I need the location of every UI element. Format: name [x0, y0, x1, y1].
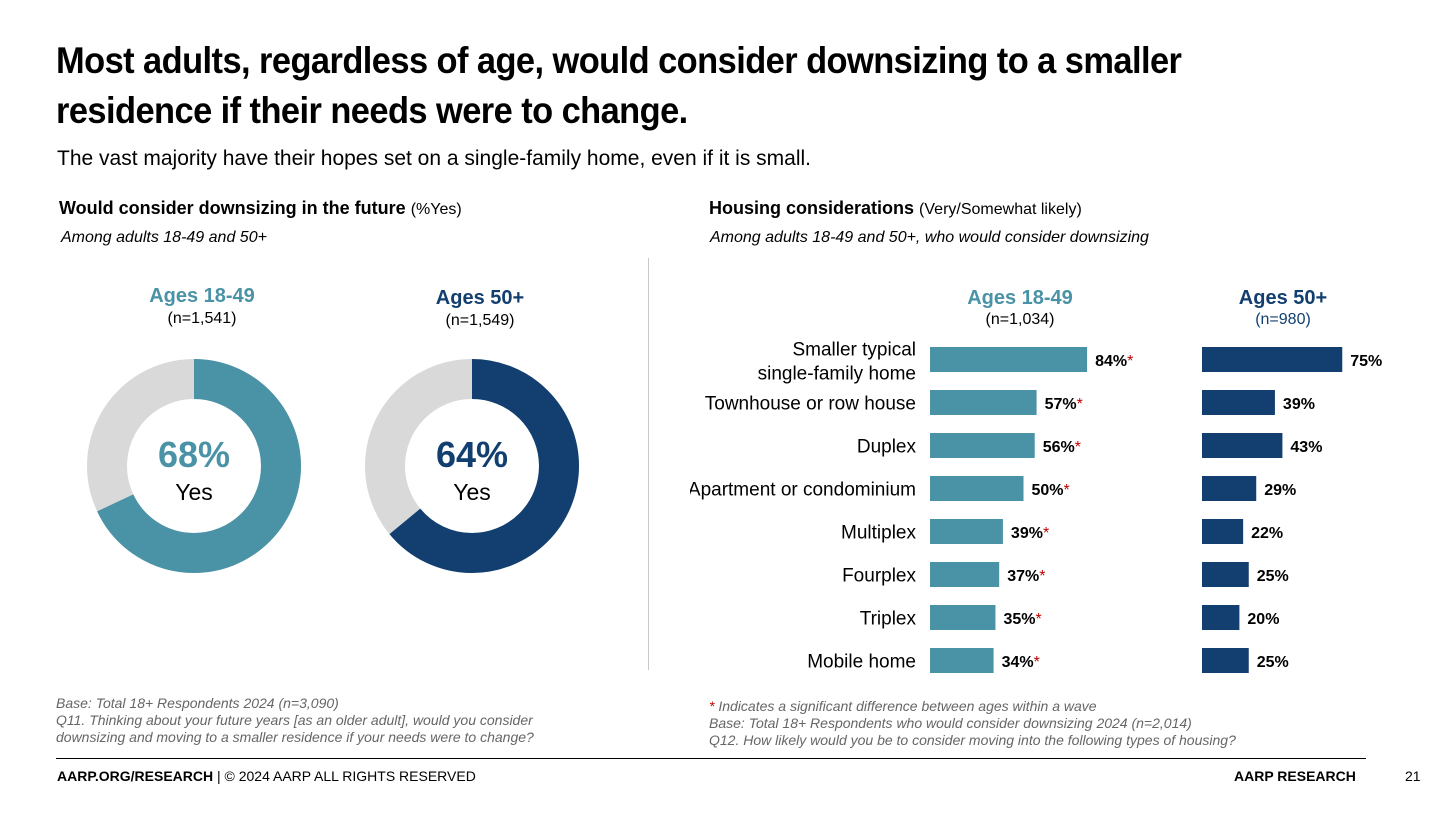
donut-1-center-value: 68%	[158, 434, 230, 475]
significance-star-icon: *	[1034, 654, 1040, 671]
donut-2-center-label: Yes	[453, 479, 491, 505]
bar-series-2-n: (n=980)	[1255, 311, 1311, 328]
footer-left: AARP.ORG/RESEARCH | © 2024 AARP ALL RIGH…	[57, 768, 476, 784]
category-label: Triplex	[860, 609, 917, 630]
notes-right-sig: Indicates a significant difference betwe…	[718, 698, 1097, 714]
donut-1-label: Ages 18-49	[149, 285, 255, 307]
bar-value-label: 20%	[1247, 611, 1279, 628]
bar-value-label: 34%*	[1002, 654, 1040, 671]
donut-1-center-label: Yes	[175, 479, 213, 505]
bar-value-label: 22%	[1251, 525, 1283, 542]
left-section-title: Would consider downsizing in the future …	[59, 198, 462, 219]
bar-ages-50-plus	[1202, 433, 1283, 458]
bar-chart: Smaller typical single-family home 84%* 75%…	[690, 340, 1382, 673]
donut-1-n: (n=1,541)	[167, 310, 237, 327]
donut-2-center-value: 64%	[436, 434, 508, 475]
significance-star-icon: *	[1127, 353, 1133, 370]
left-section-title-paren: (%Yes)	[410, 201, 462, 218]
bar-value-label: 84%*	[1095, 353, 1133, 370]
bar-ages-50-plus	[1202, 390, 1275, 415]
bar-value-label: 25%	[1257, 568, 1289, 585]
bar-ages-50-plus	[1202, 519, 1244, 544]
bar-value-label: 43%	[1290, 439, 1322, 456]
category-label: Smaller typical single-family home	[758, 340, 916, 385]
bar-ages-50-plus	[1202, 605, 1240, 630]
bar-ages-18-49	[930, 648, 994, 673]
donut-1-header: Ages 18-49 (n=1,541)	[92, 285, 312, 328]
bar-ages-18-49	[930, 390, 1037, 415]
notes-right-sig-line: * Indicates a significant difference bet…	[709, 698, 1236, 715]
bar-ages-18-49	[930, 519, 1003, 544]
bar-value-label: 29%	[1264, 482, 1296, 499]
notes-right-q: Q12. How likely would you be to consider…	[709, 732, 1236, 748]
bar-ages-18-49	[930, 347, 1088, 372]
category-label-line: single-family home	[758, 364, 916, 385]
notes-right: * Indicates a significant difference bet…	[709, 698, 1236, 749]
bar-value-label: 39%	[1283, 396, 1315, 413]
notes-left-base: Base: Total 18+ Respondents 2024 (n=3,09…	[56, 695, 339, 711]
category-label: Multiplex	[841, 523, 916, 544]
notes-right-base: Base: Total 18+ Respondents who would co…	[709, 715, 1192, 731]
significance-star-icon: *	[1043, 525, 1049, 542]
donut-2-yes-slice	[365, 359, 579, 573]
significance-star-icon: *	[1064, 482, 1070, 499]
bar-series-2-label: Ages 50+	[1238, 287, 1328, 309]
category-label: Fourplex	[842, 566, 916, 587]
section-divider	[648, 258, 649, 670]
significance-star-icon: *	[1075, 439, 1081, 456]
bar-value-label: 50%*	[1032, 482, 1070, 499]
footer-copyright: | © 2024 AARP ALL RIGHTS RESERVED	[213, 768, 476, 784]
footer-brand: AARP RESEARCH	[1234, 768, 1356, 784]
bar-value-label: 25%	[1257, 654, 1289, 671]
bar-ages-50-plus	[1202, 347, 1343, 372]
bar-value-label: 35%*	[1003, 611, 1041, 628]
page-title: Most adults, regardless of age, would co…	[56, 40, 1182, 131]
bar-value-label: 37%*	[1007, 568, 1045, 585]
category-label: Duplex	[857, 437, 917, 458]
bar-value-label: 75%	[1350, 353, 1382, 370]
significance-star-icon: *	[1039, 568, 1045, 585]
footer-site-link[interactable]: AARP.ORG/RESEARCH	[57, 768, 214, 784]
bar-ages-50-plus	[1202, 648, 1249, 673]
page-subtitle: The vast majority have their hopes set o…	[57, 147, 811, 170]
donut-2-n: (n=1,549)	[445, 312, 515, 329]
significance-star-icon: *	[1077, 396, 1083, 413]
right-section-title-paren: (Very/Somewhat likely)	[919, 201, 1082, 218]
page-number: 21	[1405, 768, 1421, 784]
bar-ages-50-plus	[1202, 562, 1249, 587]
bar-series-1-n: (n=1,034)	[985, 311, 1055, 328]
left-section-subtitle: Among adults 18-49 and 50+	[61, 229, 267, 246]
category-label: Mobile home	[807, 652, 916, 673]
right-section-title-text: Housing considerations	[709, 198, 915, 218]
bar-ages-50-plus	[1202, 476, 1257, 501]
bar-series-2-header: Ages 50+ (n=980)	[1173, 287, 1393, 329]
notes-left: Base: Total 18+ Respondents 2024 (n=3,09…	[56, 695, 534, 746]
bar-ages-18-49	[930, 605, 996, 630]
bar-ages-18-49	[930, 562, 1000, 587]
bar-series-1-label: Ages 18-49	[967, 287, 1073, 309]
category-label: Apartment or condominium	[690, 480, 916, 501]
notes-left-q1: Q11. Thinking about your future years [a…	[56, 712, 533, 728]
donut-1-yes-slice	[87, 359, 301, 573]
bar-ages-18-49	[930, 433, 1035, 458]
bar-value-label: 57%*	[1045, 396, 1083, 413]
right-section-title: Housing considerations (Very/Somewhat li…	[709, 198, 1082, 219]
donut-1: 68% Yes	[87, 359, 301, 573]
left-section-title-text: Would consider downsizing in the future	[59, 198, 406, 218]
bar-series-1-header: Ages 18-49 (n=1,034)	[910, 287, 1130, 329]
bar-value-label: 39%*	[1011, 525, 1049, 542]
donut-2-header: Ages 50+ (n=1,549)	[370, 287, 590, 330]
donut-2: 64% Yes	[365, 359, 579, 573]
category-label-line: Smaller typical	[792, 340, 916, 361]
sig-star-icon: *	[709, 698, 719, 714]
bar-value-label: 56%*	[1043, 439, 1081, 456]
donut-2-label: Ages 50+	[435, 287, 525, 309]
right-section-subtitle: Among adults 18-49 and 50+, who would co…	[710, 229, 1149, 246]
notes-left-q2: downsizing and moving to a smaller resid…	[56, 729, 534, 745]
bar-ages-18-49	[930, 476, 1024, 501]
significance-star-icon: *	[1035, 611, 1041, 628]
donut-charts: 68% Yes 64% Yes	[87, 359, 579, 573]
category-label: Townhouse or row house	[705, 394, 916, 415]
footer-rule	[56, 758, 1366, 759]
